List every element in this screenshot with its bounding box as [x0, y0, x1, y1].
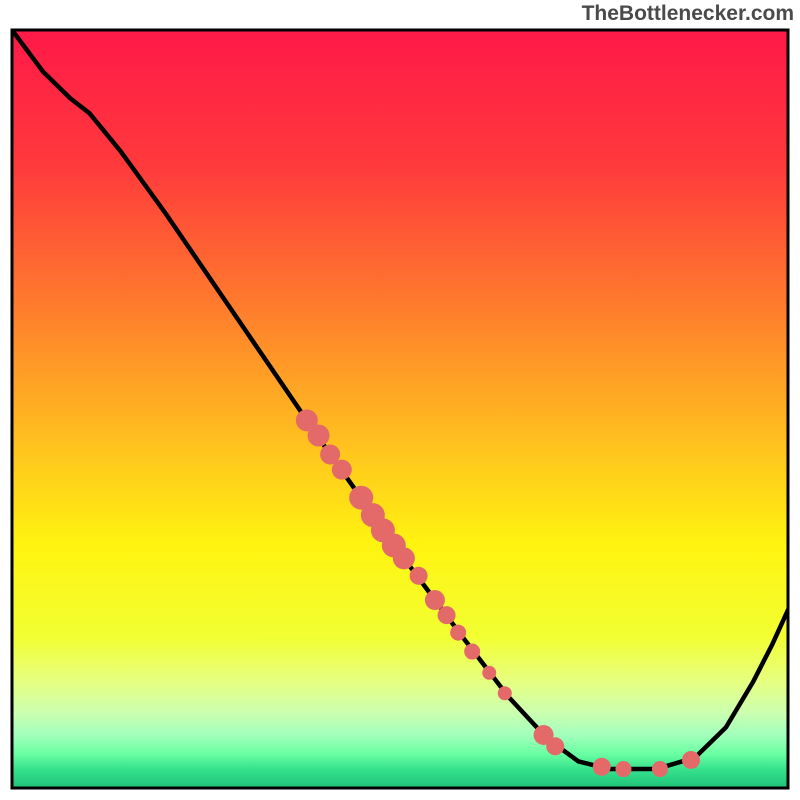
data-point	[652, 761, 668, 777]
data-point	[498, 686, 512, 700]
data-point	[438, 606, 456, 624]
data-point	[393, 547, 415, 569]
chart-svg	[0, 0, 800, 800]
data-point	[593, 758, 611, 776]
data-point	[425, 590, 445, 610]
data-point	[410, 567, 428, 585]
data-point	[332, 460, 352, 480]
data-point	[450, 625, 466, 641]
bottleneck-chart: TheBottlenecker.com	[0, 0, 800, 800]
gradient-background	[12, 30, 788, 788]
data-point	[546, 737, 564, 755]
data-point	[682, 751, 700, 769]
data-point	[615, 761, 631, 777]
data-point	[482, 666, 496, 680]
data-point	[464, 644, 480, 660]
data-point	[308, 425, 330, 447]
